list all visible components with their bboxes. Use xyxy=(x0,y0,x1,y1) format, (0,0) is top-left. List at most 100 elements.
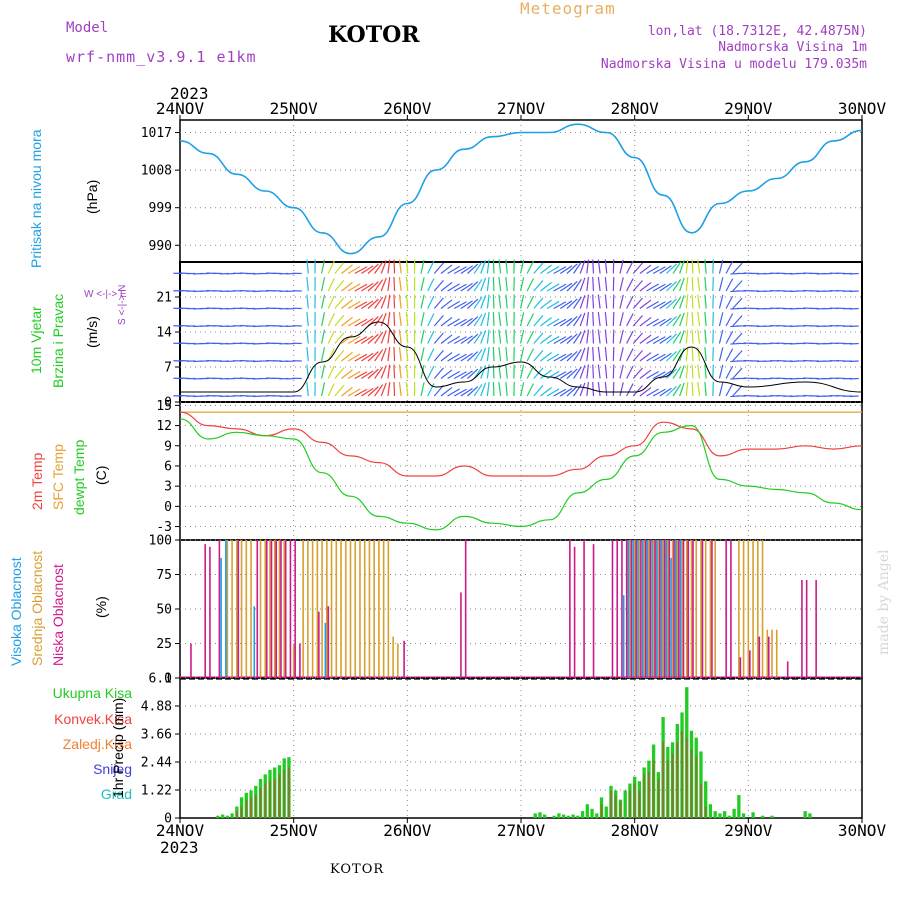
wind-arrow xyxy=(592,364,595,379)
wind-arrow xyxy=(632,315,643,327)
wind-arrow xyxy=(672,278,682,292)
wind-arrow xyxy=(460,352,473,362)
wind-arrow xyxy=(519,259,525,274)
wind-arrow xyxy=(659,335,672,344)
wind-arrow xyxy=(387,277,391,292)
wind-arrow xyxy=(652,353,666,362)
precip-total-bar xyxy=(580,811,585,818)
wind-arrow xyxy=(498,329,502,344)
wind-arrow xyxy=(679,347,685,362)
wind-arrow xyxy=(460,317,473,327)
wind-arrow xyxy=(334,262,345,274)
wind-arrow xyxy=(498,259,502,274)
precip-total-bar xyxy=(566,815,571,818)
precip-total-bar xyxy=(623,790,627,818)
wind-arrow xyxy=(526,365,535,379)
wind-arrow xyxy=(540,352,552,362)
wind-arrow xyxy=(306,329,309,344)
wind-arrow xyxy=(420,312,425,327)
pressure-ytick-label: 990 xyxy=(149,239,172,254)
wind-arrow xyxy=(566,316,578,327)
wind-arrow xyxy=(486,347,490,362)
wind-arrow xyxy=(704,312,707,327)
wind-arrow xyxy=(665,350,677,362)
wind-arrow xyxy=(685,329,689,344)
wind-arrow xyxy=(586,294,590,309)
wind-arrow xyxy=(566,281,578,292)
clouds-ytick-label: 75 xyxy=(156,568,172,583)
wind-arrow xyxy=(321,294,326,309)
wind-arrow xyxy=(597,277,601,292)
precip-total-bar xyxy=(585,804,589,818)
wind-arrow xyxy=(632,297,643,309)
wind-arrow xyxy=(691,364,694,379)
wind-arrow xyxy=(579,382,586,397)
wind-arrow xyxy=(849,290,859,293)
wind-arrow xyxy=(604,312,608,327)
precip-total-bar xyxy=(713,811,717,818)
wind-arrow xyxy=(579,347,586,362)
wind-arrow xyxy=(393,294,396,309)
wind-arrow xyxy=(592,329,595,344)
wind-arrow xyxy=(473,349,483,362)
wind-arrow xyxy=(704,329,707,344)
wind-arrow xyxy=(672,366,682,379)
precip-total-bar xyxy=(760,815,765,818)
wind-arrow xyxy=(586,259,590,274)
wind-arrow xyxy=(579,312,586,327)
wind-arrow xyxy=(380,347,387,362)
wind-arrow xyxy=(505,312,508,327)
wind-arrow xyxy=(592,311,595,327)
wind-arrow xyxy=(467,386,479,397)
precip-total-bar xyxy=(576,815,580,818)
wind-arrow xyxy=(347,283,361,292)
day-label-bottom: 29NOV xyxy=(724,821,773,840)
wind-arrow xyxy=(672,348,682,362)
wind-arrow xyxy=(427,383,435,397)
wind-arrow xyxy=(327,365,335,379)
wind-arrow xyxy=(704,294,707,309)
wind-arrow xyxy=(566,386,578,397)
wind-ytick-label: 14 xyxy=(156,326,172,341)
wind-arrow xyxy=(652,388,666,397)
precip-conv-bar xyxy=(704,806,707,818)
wind-arrow xyxy=(632,385,643,397)
wind-arrow xyxy=(453,388,467,397)
wind-arrow xyxy=(546,283,560,292)
wind-ytick-label: 21 xyxy=(156,291,172,306)
wind-arrow xyxy=(579,330,586,344)
wind-arrow xyxy=(626,278,634,292)
wind-arrow xyxy=(604,382,608,397)
wind-arrow xyxy=(672,296,682,309)
wind-arrow xyxy=(533,262,544,274)
temp-unit: (C) xyxy=(93,465,109,485)
wind-arrow xyxy=(540,334,552,344)
wind-arrow xyxy=(341,334,353,344)
wind-arrow xyxy=(492,294,495,309)
temp-label-2m: 2m Temp xyxy=(29,452,45,510)
wind-arrow xyxy=(467,316,479,327)
wind-arrow xyxy=(725,365,734,379)
wind-arrow xyxy=(691,329,694,344)
wind-arrow xyxy=(718,347,724,362)
precip-conv-bar xyxy=(259,788,262,818)
precip-total-bar xyxy=(741,813,746,818)
wind-arrow xyxy=(398,277,402,292)
wind-arrow xyxy=(387,259,391,274)
wind-arrow xyxy=(626,348,634,362)
wind-arrow xyxy=(453,336,467,345)
wind-arrow xyxy=(725,260,734,274)
precip-conv-bar xyxy=(610,790,612,818)
wind-arrow xyxy=(498,277,502,292)
wind-arrow xyxy=(546,318,560,327)
legend-grad: Grad xyxy=(100,786,132,802)
wind-arrow xyxy=(659,282,672,292)
wind-arrow xyxy=(427,278,435,292)
wind-arrow xyxy=(685,382,689,397)
wind-arrow xyxy=(659,387,672,397)
model-name: wrf-nmm_v3.9.1 e1km xyxy=(66,48,257,66)
wind-arrow xyxy=(427,313,435,327)
precip-conv-bar xyxy=(681,730,683,818)
wind-arrow xyxy=(691,381,694,397)
wind-arrow xyxy=(361,387,374,397)
